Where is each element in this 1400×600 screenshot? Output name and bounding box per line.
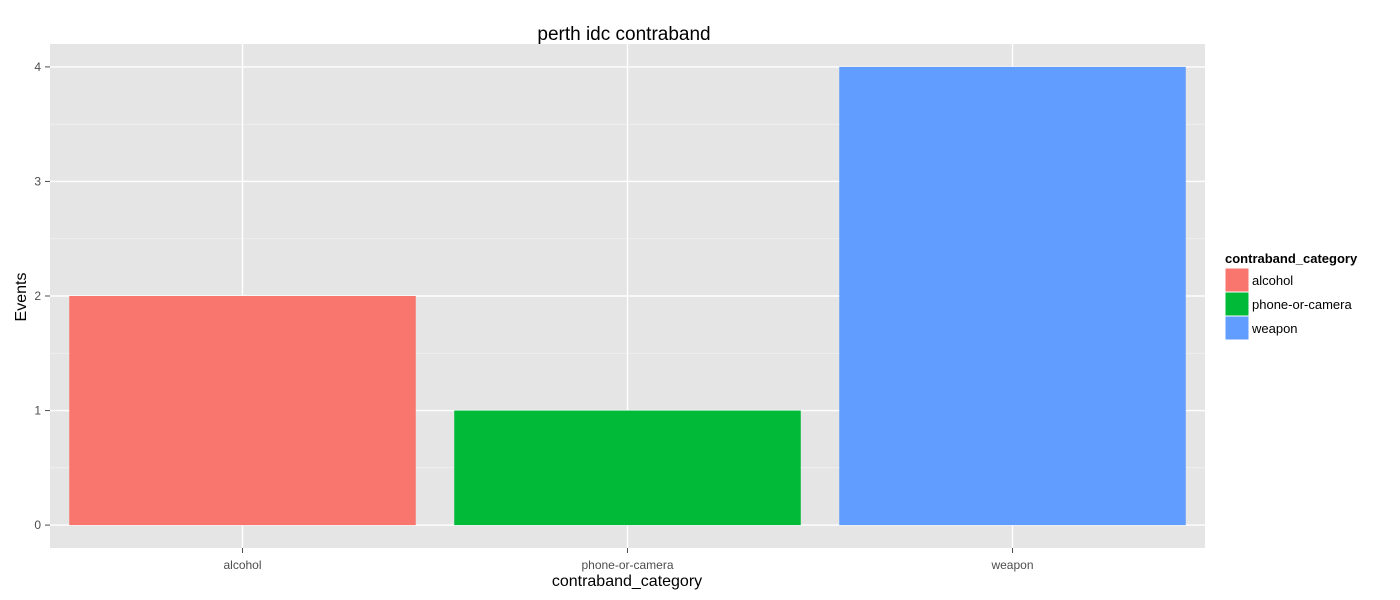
x-tick-label: phone-or-camera xyxy=(581,558,673,572)
legend-swatch-alcohol xyxy=(1225,268,1249,292)
bars xyxy=(69,66,1186,526)
y-tick-label: 1 xyxy=(34,404,41,418)
y-axis: 0 1 2 3 4 xyxy=(34,60,50,532)
legend-title: contraband_category xyxy=(1225,251,1358,266)
y-tick-label: 2 xyxy=(34,289,41,303)
bar-phone-or-camera xyxy=(454,410,801,526)
bar-alcohol xyxy=(69,296,416,526)
legend-label-alcohol: alcohol xyxy=(1252,273,1293,288)
y-tick-label: 0 xyxy=(34,518,41,532)
legend-label-weapon: weapon xyxy=(1251,321,1298,336)
bar-weapon xyxy=(839,66,1186,526)
y-tick-label: 4 xyxy=(34,60,41,74)
x-axis-title: contraband_category xyxy=(552,573,702,590)
legend: contraband_category alcohol phone-or-came… xyxy=(1224,251,1358,341)
y-tick-label: 3 xyxy=(34,174,41,188)
x-tick-label: alcohol xyxy=(223,558,261,572)
x-axis: alcohol phone-or-camera weapon xyxy=(223,548,1034,572)
y-axis-title: Events xyxy=(13,273,30,322)
legend-label-phone-or-camera: phone-or-camera xyxy=(1252,297,1352,312)
legend-swatch-weapon xyxy=(1225,316,1249,340)
legend-swatch-phone-or-camera xyxy=(1225,292,1249,316)
chart-title: perth idc contraband xyxy=(537,24,710,45)
x-tick-label: weapon xyxy=(990,558,1033,572)
